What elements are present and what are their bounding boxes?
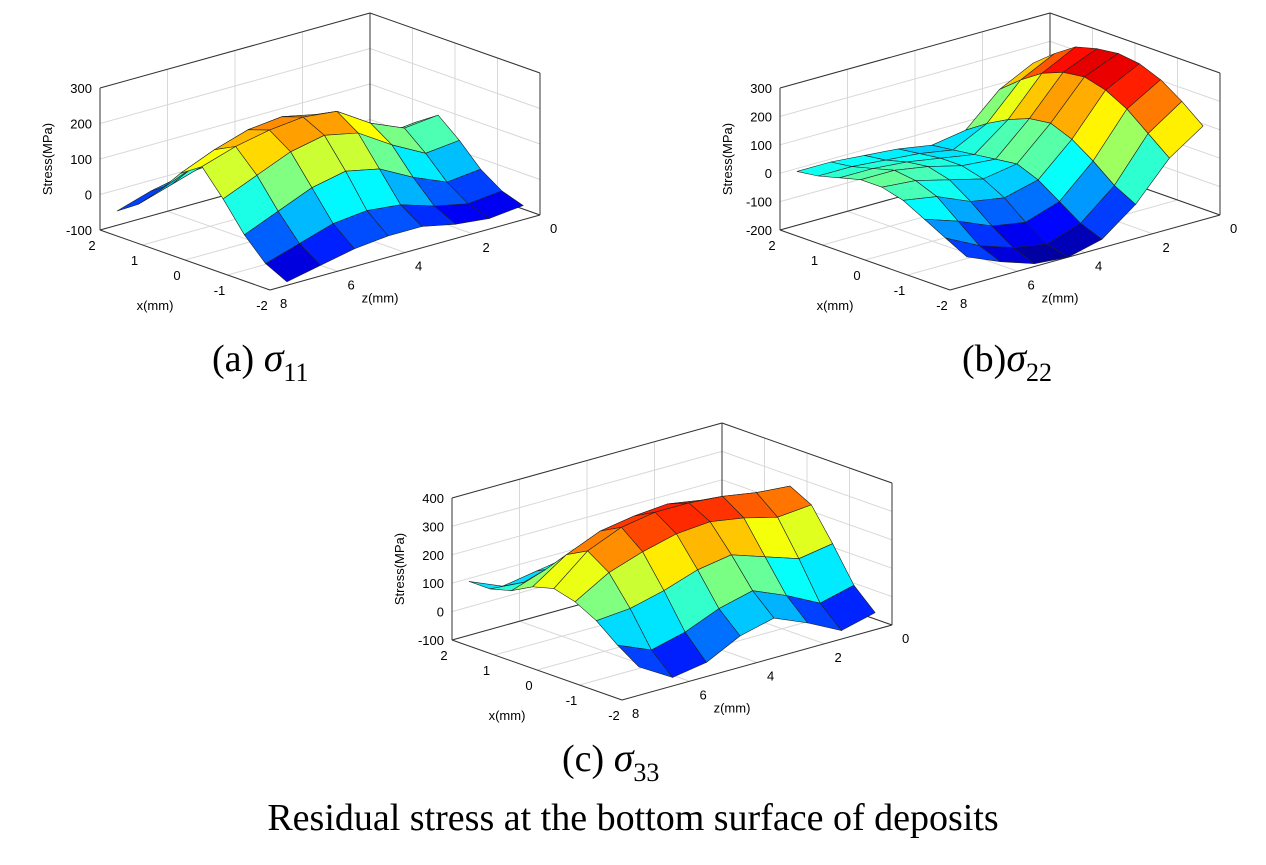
caption-c-symbol: σ xyxy=(613,735,634,780)
stress-tick-label: 200 xyxy=(70,117,92,132)
x-tick-label: 1 xyxy=(811,253,818,268)
stress-tick-label: 0 xyxy=(85,188,92,203)
axis-z-line xyxy=(621,624,893,701)
panel-a: 300 200 100 0 -100 2 1 0 -1 -2 8 6 4 2 0 Stress(MPa) x(m… xyxy=(0,0,560,330)
axis-z-line xyxy=(269,214,541,291)
box-edge xyxy=(721,422,893,484)
z-tick-label: 8 xyxy=(632,706,639,721)
surface-patch xyxy=(265,243,322,283)
caption-c-subscript: 33 xyxy=(633,758,660,787)
caption-c: (c) σ33 xyxy=(562,734,659,788)
x-tick-label: -1 xyxy=(566,693,578,708)
stress-axis-label: Stress(MPa) xyxy=(392,533,407,605)
caption-b-label: (b) xyxy=(962,338,1007,380)
z-tick-label: 2 xyxy=(835,650,842,665)
stress-axis-label: Stress(MPa) xyxy=(720,123,735,195)
x-tick-label: 0 xyxy=(853,268,860,283)
stress-tick-label: 300 xyxy=(422,519,444,534)
x-tick-label: 1 xyxy=(483,663,490,678)
z-tick-label: 6 xyxy=(700,687,707,702)
z-tick-label: 0 xyxy=(550,221,557,236)
box-edge xyxy=(451,422,723,499)
axis-x-line xyxy=(779,229,951,291)
x-tick-label: -1 xyxy=(214,283,226,298)
z-axis-label: z(mm) xyxy=(1042,291,1079,306)
z-tick-label: 4 xyxy=(415,259,422,274)
stress-tick-label: 0 xyxy=(437,605,444,620)
caption-c-label: (c) xyxy=(562,738,605,780)
stress-tick-label: 200 xyxy=(422,548,444,563)
box-edge xyxy=(1049,12,1221,74)
stress-tick-label: 100 xyxy=(422,576,444,591)
x-tick-label: 2 xyxy=(88,238,95,253)
x-tick-label: 1 xyxy=(131,253,138,268)
x-axis-label: x(mm) xyxy=(137,298,174,313)
axis-x-line xyxy=(99,229,271,291)
z-tick-label: 0 xyxy=(1230,221,1237,236)
caption-a: (a) σ11 xyxy=(212,334,308,388)
x-tick-label: 0 xyxy=(525,678,532,693)
caption-b: (b)σ22 xyxy=(962,334,1052,388)
box-edge xyxy=(779,12,1051,89)
z-tick-label: 2 xyxy=(483,240,490,255)
x-axis-label: x(mm) xyxy=(817,298,854,313)
stress-tick-label: 400 xyxy=(422,491,444,506)
stress-tick-label: 200 xyxy=(750,109,772,124)
x-axis-label: x(mm) xyxy=(489,708,526,723)
z-tick-label: 6 xyxy=(348,277,355,292)
stress-axis-label: Stress(MPa) xyxy=(40,123,55,195)
z-tick-label: 0 xyxy=(902,631,909,646)
stress-tick-label: 100 xyxy=(750,138,772,153)
stress-tick-label: -100 xyxy=(418,633,444,648)
surface-patch xyxy=(945,237,1001,262)
z-axis-label: z(mm) xyxy=(362,291,399,306)
stress-tick-label: 300 xyxy=(750,81,772,96)
caption-b-symbol: σ xyxy=(1006,335,1027,380)
x-tick-label: 0 xyxy=(173,268,180,283)
z-tick-label: 6 xyxy=(1028,277,1035,292)
box-edge xyxy=(99,12,371,89)
stress-tick-label: 100 xyxy=(70,152,92,167)
figure-caption: Residual stress at the bottom surface of… xyxy=(267,797,999,839)
x-tick-label: -2 xyxy=(936,298,948,313)
panel-c: 400 300 200 100 0 -100 2 1 0 -1 -2 8 6 4 2 0 Stress(MPa)… xyxy=(352,410,912,740)
z-tick-label: 8 xyxy=(280,296,287,311)
caption-a-symbol: σ xyxy=(263,335,284,380)
stress-surface xyxy=(796,46,1204,265)
z-tick-label: 4 xyxy=(1095,259,1102,274)
stress-tick-label: 0 xyxy=(765,166,772,181)
z-tick-label: 8 xyxy=(960,296,967,311)
caption-a-subscript: 11 xyxy=(283,358,309,387)
caption-b-subscript: 22 xyxy=(1026,358,1053,387)
caption-a-label: (a) xyxy=(212,338,255,380)
stress-tick-label: -100 xyxy=(746,195,772,210)
axis-x-line xyxy=(451,639,623,701)
x-tick-label: 2 xyxy=(768,238,775,253)
box-edge xyxy=(369,12,541,74)
z-tick-label: 2 xyxy=(1163,240,1170,255)
x-tick-label: 2 xyxy=(440,648,447,663)
stress-tick-label: 300 xyxy=(70,81,92,96)
axis-z-line xyxy=(949,214,1221,291)
stress-tick-label: -200 xyxy=(746,223,772,238)
x-tick-label: -2 xyxy=(256,298,268,313)
z-axis-label: z(mm) xyxy=(714,701,751,716)
stress-surface xyxy=(116,110,524,283)
stress-tick-label: -100 xyxy=(66,223,92,238)
surface-patch xyxy=(616,644,674,678)
x-tick-label: -2 xyxy=(608,708,620,723)
stress-surface xyxy=(468,485,876,678)
panel-b: 300 200 100 0 -100 -200 2 1 0 -1 -2 8 6 4 2 0 Stress(MPa… xyxy=(680,0,1240,330)
z-tick-label: 4 xyxy=(767,669,774,684)
x-tick-label: -1 xyxy=(894,283,906,298)
